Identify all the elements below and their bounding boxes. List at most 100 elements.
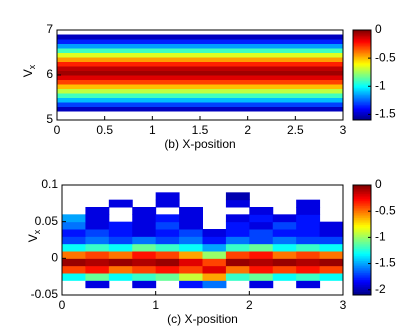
density-cell: [179, 258, 203, 267]
colorbar-step: [353, 108, 371, 111]
density-cell: [249, 265, 274, 274]
colorbar-step: [353, 291, 371, 294]
density-cell: [85, 236, 110, 245]
y-axis-label-sub: x: [32, 229, 42, 234]
colorbar-step: [353, 60, 371, 63]
density-cell: [62, 236, 86, 245]
colorbar-step: [353, 70, 371, 73]
colorbar-step: [353, 250, 371, 253]
colorbar-step: [353, 207, 371, 210]
colorbar-step: [353, 258, 371, 262]
colorbar-step: [353, 65, 371, 67]
density-cell: [132, 273, 157, 281]
density-cell: [132, 258, 157, 267]
colorbar-step: [353, 238, 371, 241]
colorbar-step: [353, 42, 371, 45]
colorbar-step: [353, 72, 371, 74]
density-cell: [108, 243, 133, 252]
colorbar-step: [353, 58, 371, 60]
density-cell: [179, 243, 203, 252]
density-cell: [57, 102, 344, 107]
density-cell: [225, 229, 250, 237]
density-cell: [202, 243, 227, 252]
colorbar-step: [353, 34, 371, 37]
colorbar-step: [353, 86, 371, 89]
colorbar-step: [353, 55, 371, 58]
density-cell: [85, 251, 110, 259]
density-cell: [62, 243, 86, 252]
colorbar-tick-label: 0: [375, 22, 382, 36]
density-cell: [155, 251, 180, 259]
density-cell: [62, 273, 86, 281]
density-cell: [57, 79, 344, 85]
density-cell: [272, 251, 297, 259]
density-cell: [179, 207, 203, 215]
colorbar-step: [353, 191, 371, 194]
density-cell: [155, 243, 180, 252]
density-cell: [296, 258, 321, 267]
colorbar-step: [353, 255, 371, 258]
density-cell: [179, 251, 203, 259]
density-cell: [57, 97, 344, 103]
colorbar-step: [353, 193, 371, 196]
density-cell: [108, 221, 133, 230]
density-cell: [57, 48, 344, 53]
colorbar-step: [353, 84, 371, 87]
density-cell: [272, 229, 297, 237]
density-cell: [272, 214, 297, 223]
colorbar-step: [353, 234, 371, 237]
density-cell: [296, 236, 321, 245]
density-cell: [296, 251, 321, 259]
colorbar-step: [353, 240, 371, 243]
colorbar-step: [353, 87, 371, 90]
colorbar-step: [353, 195, 371, 198]
colorbar-step: [353, 90, 371, 93]
density-cell: [108, 273, 133, 281]
density-cell: [132, 229, 157, 237]
density-cell: [62, 221, 86, 230]
density-cell: [249, 273, 274, 281]
density-cell: [155, 236, 180, 245]
colorbar-step: [353, 38, 371, 41]
colorbar-step: [353, 265, 371, 268]
density-cell: [85, 243, 110, 252]
colorbar-step: [353, 115, 371, 118]
colorbar-tick-label: -0.5: [375, 50, 396, 64]
density-cell: [225, 221, 250, 230]
x-tick-label: 2: [244, 123, 251, 137]
colorbar-step: [353, 277, 371, 280]
density-cell: [57, 57, 344, 62]
colorbar-step: [353, 46, 371, 49]
colorbar-step: [353, 31, 371, 34]
density-cell: [225, 214, 250, 223]
density-cell: [225, 265, 250, 274]
colorbar-step: [353, 51, 371, 53]
density-cell: [108, 229, 133, 237]
colorbar-step: [353, 30, 371, 32]
axes-frame: [61, 184, 344, 296]
x-tick-label: 0.5: [96, 123, 113, 137]
density-cell: [202, 265, 227, 274]
density-cell: [155, 214, 180, 223]
colorbar-step: [353, 257, 371, 260]
colorbar-step: [353, 94, 371, 97]
density-cell: [57, 61, 344, 67]
colorbar-step: [353, 69, 371, 72]
colorbar-step: [353, 246, 371, 249]
density-cell: [62, 214, 86, 223]
density-cell: [296, 214, 321, 223]
density-cell: [202, 280, 227, 289]
colorbar-step: [353, 45, 371, 48]
density-cell: [57, 52, 344, 58]
density-cell: [272, 236, 297, 245]
colorbar-step: [353, 111, 371, 114]
colorbar-step: [353, 200, 371, 203]
colorbar-step: [353, 188, 371, 191]
colorbar-step: [353, 112, 371, 115]
density-cell: [155, 229, 180, 237]
density-cell: [272, 221, 297, 230]
colorbar-step: [353, 41, 371, 44]
colorbar-step: [353, 233, 371, 236]
colorbar-step: [353, 293, 371, 296]
density-cell: [296, 243, 321, 252]
